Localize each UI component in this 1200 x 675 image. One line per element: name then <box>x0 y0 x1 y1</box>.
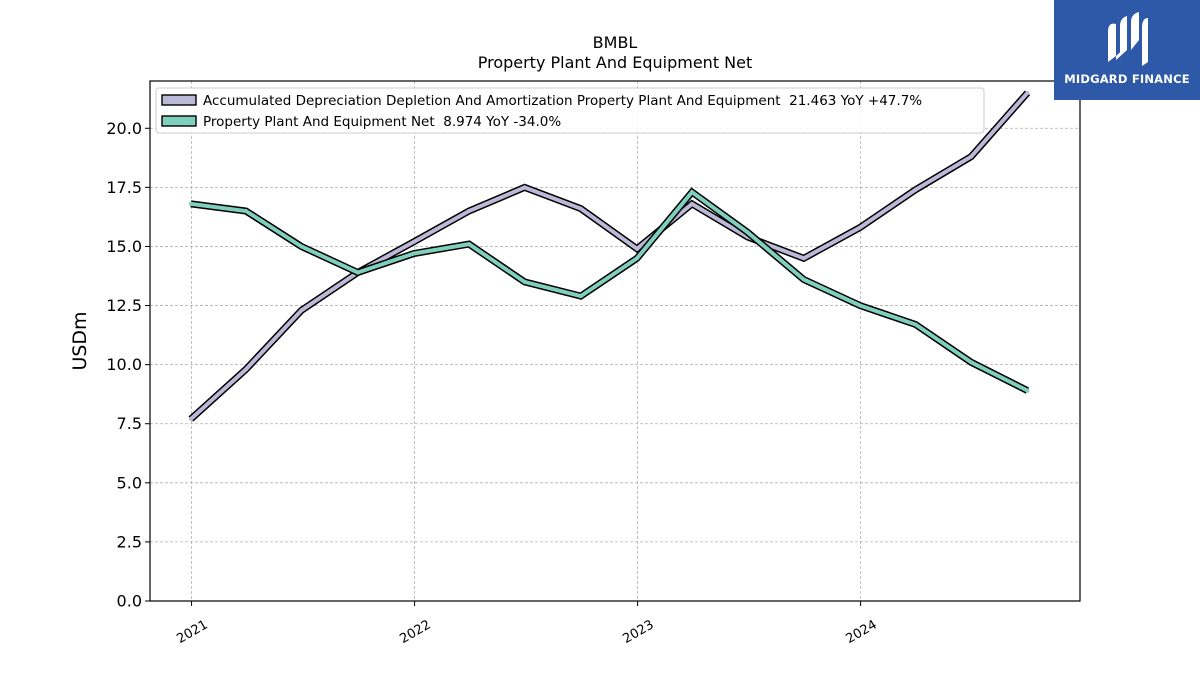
series-1-line <box>190 189 1029 393</box>
series-0-point <box>578 206 583 211</box>
series-0-point <box>689 201 694 206</box>
y-tick-label: 17.5 <box>106 178 142 197</box>
y-tick-label: 7.5 <box>117 414 142 433</box>
series-1-point <box>522 279 527 284</box>
brand-logo: MIDGARD FINANCE <box>1054 0 1200 100</box>
midgard-logo-icon <box>1108 12 1148 66</box>
series-1-point <box>801 277 806 282</box>
logo-text: MIDGARD FINANCE <box>1064 72 1190 86</box>
series-0-point <box>299 308 304 313</box>
series-1-point <box>299 244 304 249</box>
y-axis-label: USDm <box>69 311 91 370</box>
series-1-point <box>689 190 694 195</box>
series-0-point <box>522 185 527 190</box>
series-1-point <box>969 360 974 365</box>
legend: Accumulated Depreciation Depletion And A… <box>155 87 985 134</box>
series-1-point <box>913 322 918 327</box>
legend-label-0: Accumulated Depreciation Depletion And A… <box>203 93 922 109</box>
legend-swatch-0 <box>161 94 197 106</box>
series-0-point <box>801 256 806 261</box>
x-tick-label: 2022 <box>397 617 433 647</box>
x-tick-label: 2021 <box>174 617 210 647</box>
y-tick-label: 2.5 <box>117 532 142 551</box>
series-1-point <box>1025 388 1030 393</box>
y-tick-label: 20.0 <box>106 119 142 138</box>
y-tick-label: 5.0 <box>117 473 142 492</box>
series-layer <box>188 90 1031 422</box>
x-tick-label: 2023 <box>620 617 656 647</box>
y-axis: 0.0 2.5 5.0 7.5 10.0 12.5 15.0 17.5 20.0 <box>106 119 150 611</box>
series-0-point <box>1025 90 1030 95</box>
y-tick-label: 15.0 <box>106 237 142 256</box>
series-1-outline <box>190 187 1030 394</box>
series-1-point <box>634 256 639 261</box>
series-1-point <box>243 209 248 213</box>
plot-frame <box>149 80 1081 602</box>
series-0-point <box>969 154 974 159</box>
legend-swatch-1 <box>161 115 197 127</box>
series-1-point <box>411 251 416 256</box>
x-axis: 2021 2022 2023 2024 <box>174 601 880 647</box>
series-1-point <box>466 242 471 247</box>
series-0-line <box>189 91 1029 421</box>
series-0-point <box>913 187 918 192</box>
series-0-point <box>188 417 193 421</box>
chart-subtitle: Property Plant And Equipment Net <box>478 53 753 72</box>
series-0-point <box>243 367 248 372</box>
series-0-point <box>411 239 416 244</box>
y-tick-label: 0.0 <box>117 592 142 611</box>
x-tick-label: 2024 <box>843 617 879 647</box>
legend-label-1: Property Plant And Equipment Net 8.974 Y… <box>203 114 561 130</box>
series-1-point <box>858 303 863 308</box>
series-1-point <box>355 270 360 275</box>
series-0-point <box>466 209 471 213</box>
legend-box <box>155 87 985 134</box>
chart-title: BMBL <box>593 33 638 52</box>
series-0-point <box>634 246 639 251</box>
series-1-point <box>745 230 750 235</box>
series-0-point <box>858 225 863 230</box>
series-1-point <box>188 201 193 206</box>
series-1-point <box>578 294 583 299</box>
y-tick-label: 12.5 <box>106 296 142 315</box>
y-tick-label: 10.0 <box>106 355 142 374</box>
